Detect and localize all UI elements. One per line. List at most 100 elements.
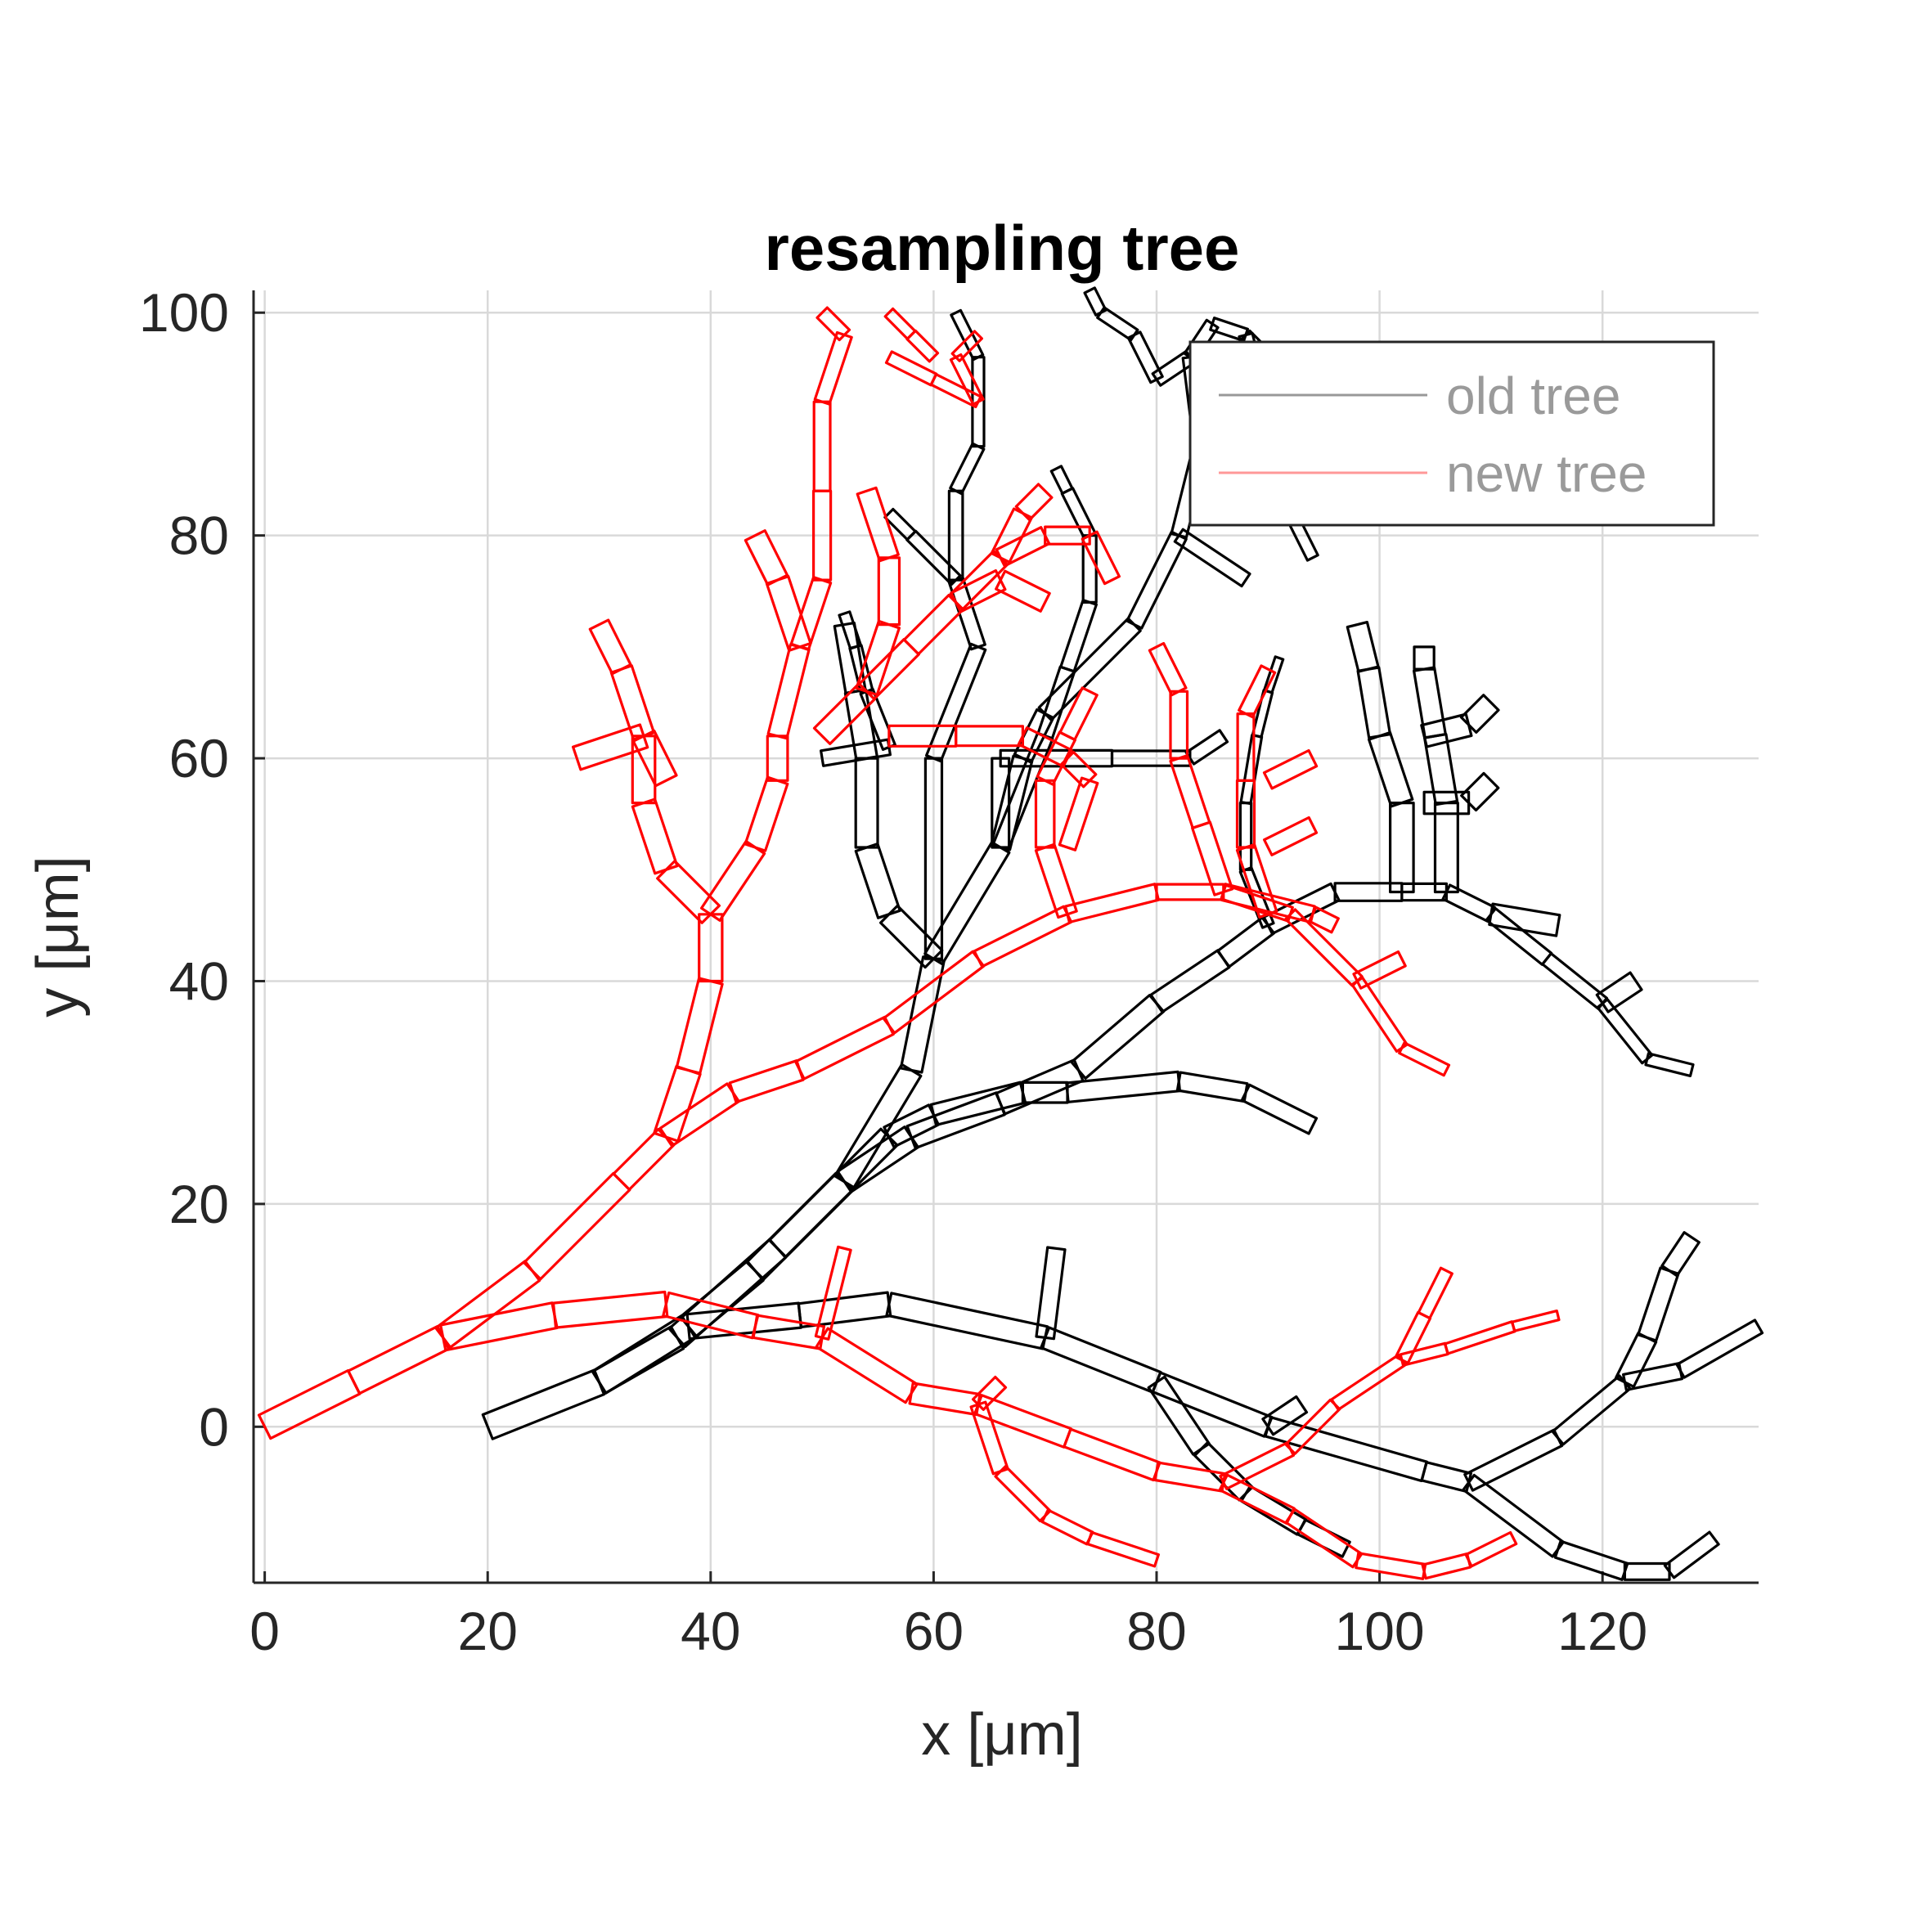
tree-segment [1096, 306, 1139, 342]
tree-segment [995, 569, 1051, 613]
tree-segment [947, 489, 964, 582]
tree-segment [1240, 1083, 1319, 1135]
tree-segment [1175, 1071, 1249, 1103]
tree-segment [612, 1127, 676, 1191]
tree-segment [1663, 1530, 1720, 1579]
tree-segment [990, 507, 1033, 564]
tree-segment [1412, 666, 1447, 739]
legend-box [1188, 340, 1715, 527]
legend[interactable]: old tree new tree [1188, 340, 1715, 527]
tree-segment [955, 725, 1025, 748]
tree-segment [1307, 905, 1340, 934]
tree-segment [1422, 790, 1471, 815]
tree-segment [1511, 1309, 1561, 1332]
tree-segment [878, 904, 944, 969]
tree-segment [438, 1301, 559, 1352]
tree-segment [1148, 641, 1188, 697]
y-ticks: 0 20 40 60 80 100 [139, 282, 265, 1457]
tree-segment [1262, 882, 1341, 936]
y-tick-label: 60 [169, 728, 229, 789]
tree-segment [838, 610, 863, 650]
tree-segment [1262, 748, 1319, 790]
tree-segment [1488, 902, 1561, 937]
x-tick-label: 40 [681, 1601, 740, 1661]
legend-label-old-tree: old tree [1446, 366, 1620, 425]
tree-segment [1417, 1266, 1453, 1320]
tree-segment [1238, 664, 1277, 719]
tree-segment [1660, 1231, 1701, 1278]
tree-segment [1460, 771, 1500, 812]
tree-segment [631, 729, 678, 788]
tree-segment [924, 642, 987, 763]
tree-segment [1065, 1070, 1182, 1103]
x-tick-label: 100 [1335, 1601, 1425, 1661]
x-tick-label: 20 [458, 1601, 518, 1661]
tree-segment [1330, 1353, 1407, 1411]
x-tick-label: 60 [904, 1601, 964, 1661]
tree-segment [1400, 882, 1449, 902]
tree-segment [1049, 465, 1074, 495]
tree-segment [1644, 1052, 1695, 1078]
tree-segment [1551, 1374, 1632, 1446]
tree-segment [819, 738, 892, 767]
tree-segment [1169, 753, 1211, 829]
chart-title: resampling tree [765, 212, 1240, 284]
tree-segment [1464, 1530, 1518, 1568]
tree-segment [588, 618, 632, 676]
x-ticks: 0 20 40 60 80 100 120 [249, 1571, 1647, 1661]
tree-segment [1058, 686, 1099, 741]
tree-segment [1459, 694, 1500, 735]
tree-segment [1081, 530, 1121, 586]
tree-segment [883, 1103, 941, 1148]
y-tick-label: 80 [169, 505, 229, 566]
tree-segment [1017, 726, 1073, 768]
tree-segment [1637, 1266, 1680, 1342]
tree-segment [899, 955, 946, 1074]
tree-segment [923, 757, 944, 960]
tree-segment [1413, 645, 1436, 671]
x-tick-label: 80 [1126, 1601, 1186, 1661]
tree-segment [1034, 842, 1078, 919]
x-axis-label: x [μm] [921, 1702, 1082, 1768]
tree-segment [1173, 528, 1251, 588]
tree-segment [856, 486, 900, 563]
tree-segment [1063, 883, 1161, 924]
tree-segment [1238, 865, 1275, 929]
tree-segment [950, 568, 1007, 613]
tree-segment [1352, 950, 1407, 990]
tree-segment [949, 353, 985, 406]
tree-segment [1155, 883, 1225, 901]
tree-segment [813, 330, 853, 406]
x-tick-label: 120 [1557, 1601, 1647, 1661]
tree-segment [1284, 908, 1364, 987]
tree-segment [1398, 1041, 1451, 1077]
tree-segment [885, 1292, 1049, 1350]
tree-segment [698, 913, 724, 983]
series-new-tree [257, 306, 1561, 1580]
tree-segment [950, 330, 984, 362]
tree-segment [1220, 883, 1316, 924]
tree-segment [1541, 952, 1609, 1010]
tree-segment [882, 950, 986, 1035]
y-tick-label: 0 [199, 1396, 229, 1457]
tree-segment [631, 798, 679, 875]
tree-segment [571, 723, 649, 771]
y-tick-label: 40 [169, 950, 229, 1011]
y-tick-label: 20 [169, 1174, 229, 1234]
tree-segment [1209, 317, 1250, 343]
tree-segment [1059, 750, 1098, 789]
tree-segment [971, 1375, 1008, 1412]
series-layer [257, 286, 1764, 1581]
tree-segment [836, 1126, 920, 1193]
tree-segment [908, 1382, 982, 1417]
tree-segment [1044, 525, 1091, 546]
tree-segment [1070, 994, 1166, 1081]
tree-segment [995, 526, 1051, 568]
tree-segment [1262, 815, 1319, 856]
tree-segment [752, 1314, 826, 1350]
tree-segment [973, 905, 1073, 968]
tree-segment [950, 308, 985, 362]
tree-segment [1420, 1461, 1473, 1494]
tree-segment [1595, 971, 1643, 1013]
